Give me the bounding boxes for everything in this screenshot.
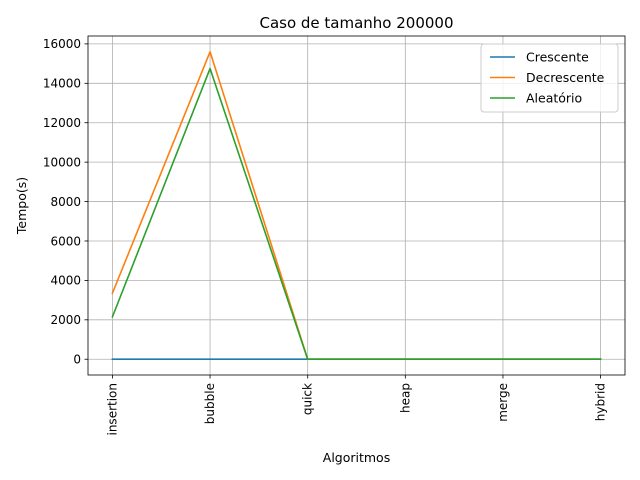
legend-entry: Crescente: [526, 50, 589, 65]
y-tick-label: 14000: [43, 77, 81, 91]
x-tick-label: bubble: [203, 383, 217, 424]
series-line-aleatório: [111, 67, 602, 361]
y-tick-label: 12000: [43, 116, 81, 130]
legend-entry: Aleatório: [526, 91, 582, 106]
x-tick-label: insertion: [105, 383, 119, 436]
x-axis-label: Algoritmos: [323, 450, 390, 465]
axis-ticks: insertion bubble quick heap merge hybrid 0 2000…: [43, 37, 608, 435]
x-tick-label: merge: [496, 383, 510, 422]
y-tick-label: 4000: [50, 274, 81, 288]
x-tick-label: heap: [398, 383, 412, 413]
x-tick-label: quick: [301, 383, 315, 415]
y-tick-label: 6000: [50, 234, 81, 248]
legend-box: [480, 43, 619, 113]
y-axis-label: Tempo(s): [14, 177, 29, 235]
legend: Crescente Decrescente Aleatório: [480, 43, 619, 113]
chart-title: Caso de tamanho 200000: [259, 14, 453, 32]
plot-area-frame: [87, 35, 626, 376]
legend-entry: Decrescente: [526, 70, 605, 85]
y-tick-label: 2000: [50, 313, 81, 327]
x-tick-label: hybrid: [594, 383, 608, 421]
y-tick-label: 10000: [43, 155, 81, 169]
y-tick-label: 16000: [43, 37, 81, 51]
y-tick-label: 8000: [50, 195, 81, 209]
y-tick-label: 0: [73, 353, 81, 367]
series-lines: [111, 50, 602, 361]
